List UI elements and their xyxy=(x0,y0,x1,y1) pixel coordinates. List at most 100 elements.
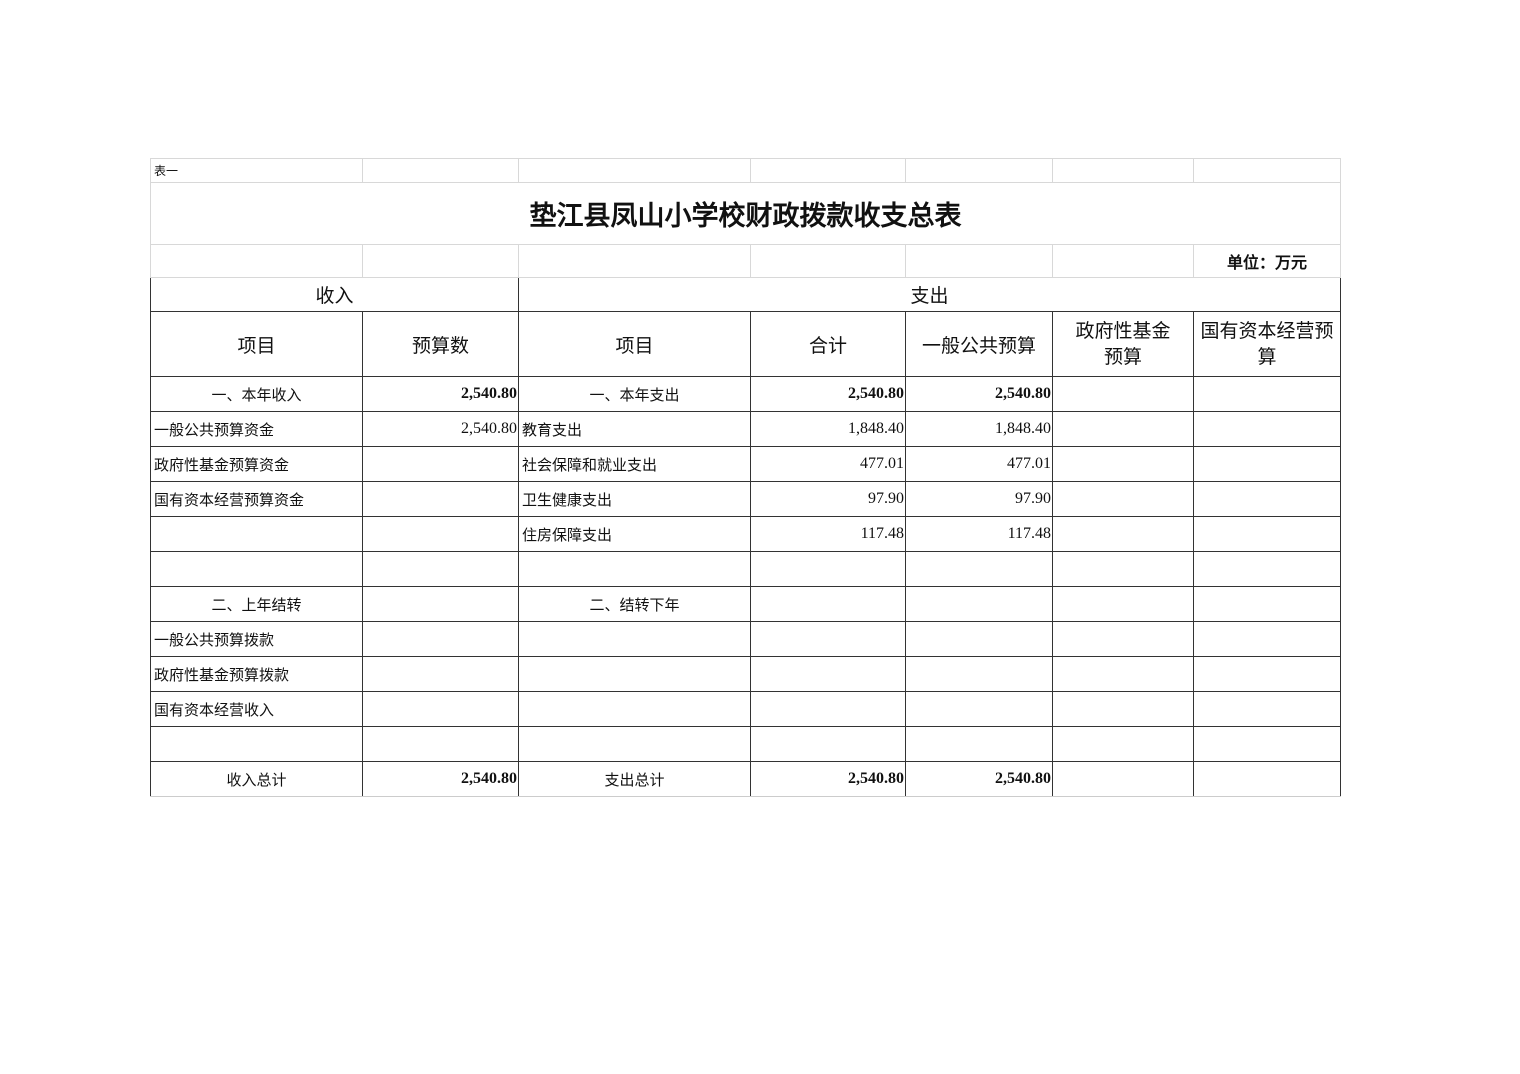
table-row: 一般公共预算资金 2,540.80 教育支出 1,848.40 1,848.40 xyxy=(150,411,1341,447)
income-item: 收入总计 xyxy=(150,761,363,797)
expense-fund xyxy=(1052,481,1194,517)
expense-capital xyxy=(1193,586,1341,622)
expense-fund xyxy=(1052,726,1194,762)
income-value xyxy=(362,481,519,517)
table-label: 表一 xyxy=(150,158,363,183)
income-item xyxy=(150,726,363,762)
table-row: 国有资本经营预算资金 卫生健康支出 97.90 97.90 xyxy=(150,481,1341,517)
expense-item xyxy=(518,691,751,727)
table-row xyxy=(150,551,1341,587)
expense-capital xyxy=(1193,376,1341,412)
expense-general xyxy=(905,621,1053,657)
expense-capital xyxy=(1193,656,1341,692)
expense-item xyxy=(518,551,751,587)
income-item: 二、上年结转 xyxy=(150,586,363,622)
expense-fund xyxy=(1052,376,1194,412)
expense-total xyxy=(750,726,906,762)
expense-capital xyxy=(1193,726,1341,762)
table-row: 收入总计 2,540.80 支出总计 2,540.80 2,540.80 xyxy=(150,761,1341,797)
table-row: 政府性基金预算拨款 xyxy=(150,656,1341,692)
expense-total xyxy=(750,586,906,622)
expense-capital xyxy=(1193,621,1341,657)
col-general: 一般公共预算 xyxy=(905,311,1053,377)
expense-general: 2,540.80 xyxy=(905,376,1053,412)
expense-item: 支出总计 xyxy=(518,761,751,797)
expense-total: 2,540.80 xyxy=(750,376,906,412)
expense-general xyxy=(905,656,1053,692)
income-value xyxy=(362,691,519,727)
expense-capital xyxy=(1193,551,1341,587)
expense-capital xyxy=(1193,516,1341,552)
expense-general xyxy=(905,726,1053,762)
expense-header: 支出 xyxy=(518,277,1341,312)
expense-general: 97.90 xyxy=(905,481,1053,517)
income-item: 政府性基金预算拨款 xyxy=(150,656,363,692)
budget-table: 表一 垫江县凤山小学校财政拨款收支总表 单位：万元 收入 支出 项目 预算数 项目 合计… xyxy=(150,158,1341,797)
expense-general xyxy=(905,586,1053,622)
expense-item: 卫生健康支出 xyxy=(518,481,751,517)
expense-total xyxy=(750,551,906,587)
expense-fund xyxy=(1052,411,1194,447)
expense-item: 二、结转下年 xyxy=(518,586,751,622)
income-item: 国有资本经营预算资金 xyxy=(150,481,363,517)
income-item: 政府性基金预算资金 xyxy=(150,446,363,482)
expense-item: 一、本年支出 xyxy=(518,376,751,412)
expense-total xyxy=(750,656,906,692)
expense-total: 2,540.80 xyxy=(750,761,906,797)
table-row xyxy=(150,726,1341,762)
col-fund: 政府性基金预算 xyxy=(1052,311,1194,377)
expense-fund xyxy=(1052,446,1194,482)
expense-fund xyxy=(1052,656,1194,692)
income-item: 一般公共预算拨款 xyxy=(150,621,363,657)
table-row: 一般公共预算拨款 xyxy=(150,621,1341,657)
income-header: 收入 xyxy=(150,277,519,312)
expense-total: 477.01 xyxy=(750,446,906,482)
income-value xyxy=(362,586,519,622)
expense-item: 住房保障支出 xyxy=(518,516,751,552)
income-value xyxy=(362,656,519,692)
expense-fund xyxy=(1052,516,1194,552)
page-title: 垫江县凤山小学校财政拨款收支总表 xyxy=(150,182,1341,245)
expense-fund xyxy=(1052,621,1194,657)
expense-capital xyxy=(1193,481,1341,517)
expense-total: 117.48 xyxy=(750,516,906,552)
col-item2: 项目 xyxy=(518,311,751,377)
expense-item xyxy=(518,726,751,762)
expense-item: 社会保障和就业支出 xyxy=(518,446,751,482)
expense-general: 117.48 xyxy=(905,516,1053,552)
expense-total: 97.90 xyxy=(750,481,906,517)
income-value: 2,540.80 xyxy=(362,761,519,797)
expense-total: 1,848.40 xyxy=(750,411,906,447)
expense-fund xyxy=(1052,551,1194,587)
expense-item xyxy=(518,621,751,657)
income-item: 一、本年收入 xyxy=(150,376,363,412)
unit-label: 单位：万元 xyxy=(1193,244,1341,278)
table-row: 二、上年结转 二、结转下年 xyxy=(150,586,1341,622)
income-value: 2,540.80 xyxy=(362,376,519,412)
expense-total xyxy=(750,621,906,657)
table-row: 一、本年收入 2,540.80 一、本年支出 2,540.80 2,540.80 xyxy=(150,376,1341,412)
income-value xyxy=(362,446,519,482)
expense-item: 教育支出 xyxy=(518,411,751,447)
table-row: 国有资本经营收入 xyxy=(150,691,1341,727)
expense-general xyxy=(905,551,1053,587)
expense-capital xyxy=(1193,691,1341,727)
expense-fund xyxy=(1052,761,1194,797)
table-row: 住房保障支出 117.48 117.48 xyxy=(150,516,1341,552)
expense-capital xyxy=(1193,446,1341,482)
expense-capital xyxy=(1193,761,1341,797)
income-value: 2,540.80 xyxy=(362,411,519,447)
expense-general xyxy=(905,691,1053,727)
expense-general: 477.01 xyxy=(905,446,1053,482)
income-item: 国有资本经营收入 xyxy=(150,691,363,727)
income-item xyxy=(150,516,363,552)
expense-fund xyxy=(1052,586,1194,622)
col-budget: 预算数 xyxy=(362,311,519,377)
expense-total xyxy=(750,691,906,727)
expense-capital xyxy=(1193,411,1341,447)
income-value xyxy=(362,726,519,762)
expense-general: 2,540.80 xyxy=(905,761,1053,797)
income-value xyxy=(362,516,519,552)
income-item xyxy=(150,551,363,587)
income-item: 一般公共预算资金 xyxy=(150,411,363,447)
